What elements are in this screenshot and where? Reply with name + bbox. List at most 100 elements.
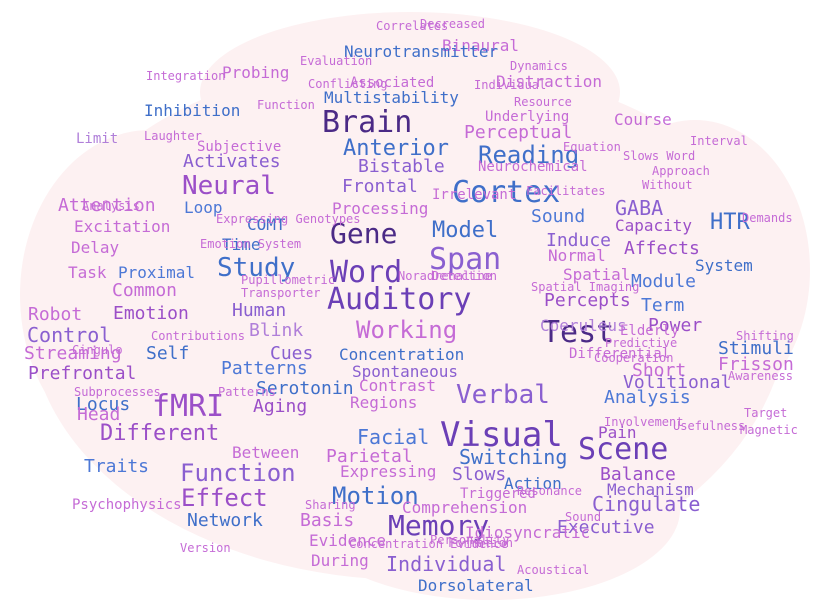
word: Noradrenaline — [398, 269, 492, 283]
word: Affects — [624, 238, 700, 259]
word: Attention — [58, 195, 156, 216]
word: Pupillometric — [241, 273, 335, 287]
word: Triggered — [460, 486, 536, 502]
word: Inhibition — [144, 101, 241, 120]
word: Predictive — [605, 336, 678, 350]
word: Short — [632, 360, 687, 381]
word: Capacity — [615, 216, 693, 235]
word: Power — [648, 315, 703, 336]
word: Correlates — [376, 19, 449, 33]
word: Sound — [531, 206, 586, 227]
word: Mechanism — [607, 480, 694, 499]
word: Emotion — [113, 303, 189, 324]
word: During — [311, 551, 369, 570]
word: Differential — [569, 346, 671, 362]
word: Elderly — [620, 323, 680, 339]
word: Locus — [76, 394, 131, 415]
word: Associated — [350, 75, 435, 91]
word: Cortex — [452, 175, 561, 210]
word: Perceptual — [464, 122, 573, 143]
word: Subprocesses — [74, 385, 161, 399]
word: Effect — [181, 484, 268, 512]
word: Binaural — [442, 36, 520, 55]
word: Resource — [514, 95, 572, 109]
word: Model — [432, 218, 499, 243]
word: Individual — [386, 552, 507, 576]
word: Sound — [565, 510, 602, 524]
word: Without — [642, 178, 693, 192]
brain-lobe-right — [580, 120, 810, 420]
word: Reading — [478, 141, 580, 169]
word: Slows — [452, 464, 507, 485]
word: Stimuli — [718, 338, 794, 359]
word: Concentration Evidence — [349, 537, 508, 551]
word: Slows Word — [623, 149, 696, 163]
word: Facilitates — [526, 184, 606, 198]
word: Expressing Genotypes — [216, 212, 361, 226]
word: Brain — [322, 105, 413, 140]
word: Magnetic — [740, 423, 798, 437]
word: Equation — [563, 140, 621, 154]
word: Individual — [474, 78, 547, 92]
word: Idiosyncratic — [465, 523, 591, 542]
word: Action — [504, 474, 562, 493]
word: Percepts — [544, 290, 631, 311]
word: Subjective — [197, 139, 282, 155]
word: Concentration — [339, 345, 465, 364]
word: Decreased — [420, 17, 486, 31]
word: Task — [68, 263, 107, 282]
word: Proximal — [118, 263, 196, 282]
word: Loop — [184, 198, 223, 217]
word: Spontaneous — [352, 362, 458, 381]
word: Scene — [578, 432, 669, 467]
word: Awareness — [728, 369, 794, 383]
word: Volitional — [623, 372, 732, 393]
word: Personality — [430, 533, 510, 547]
word: Contrast — [359, 376, 437, 395]
word: Span — [429, 242, 502, 277]
word: Probing — [222, 63, 290, 82]
word: Transporter — [241, 286, 321, 300]
word: Blink — [249, 320, 304, 341]
word: Psychophysics — [72, 497, 182, 513]
word: Memory — [388, 509, 490, 542]
word: Version — [180, 541, 231, 555]
word: Gene — [330, 217, 398, 250]
word: Self — [146, 343, 190, 364]
word: Neurotransmitter — [344, 42, 499, 61]
word: Analysis — [82, 199, 140, 213]
word: Frontal — [342, 176, 418, 197]
word: Human — [232, 300, 287, 321]
brain-lobe-bottom — [300, 420, 680, 600]
word: Switching — [459, 445, 568, 469]
word: Irrelevant — [432, 187, 517, 203]
word: Excitation — [74, 217, 171, 236]
word: Robot — [28, 304, 83, 325]
word: Limit — [76, 131, 119, 147]
word: Test — [542, 315, 615, 350]
word: Traits — [84, 456, 150, 477]
word: Facial — [357, 425, 430, 449]
word: System — [695, 256, 753, 275]
word: Acoustical — [517, 563, 590, 577]
word: Working — [356, 316, 458, 344]
word: Resonance — [517, 484, 583, 498]
word: Cooperation — [594, 351, 674, 365]
word: Study — [217, 253, 296, 283]
word: Evidence — [309, 531, 387, 550]
word: Evaluation — [300, 54, 373, 68]
word: Neural — [182, 171, 276, 201]
word: Prefrontal — [28, 363, 137, 384]
word: Streaming — [24, 343, 122, 364]
word: Activates — [183, 151, 281, 172]
word: GABA — [615, 196, 664, 220]
word: Expressing — [340, 462, 437, 481]
word: Term — [641, 295, 685, 316]
word: Dorsolateral — [418, 576, 534, 595]
word: Between — [232, 443, 300, 462]
word: Regions — [350, 393, 418, 412]
word: Time — [222, 235, 261, 254]
word: Cingulate — [592, 492, 701, 516]
word: Multistability — [324, 88, 459, 107]
word: Spatial — [563, 265, 631, 284]
